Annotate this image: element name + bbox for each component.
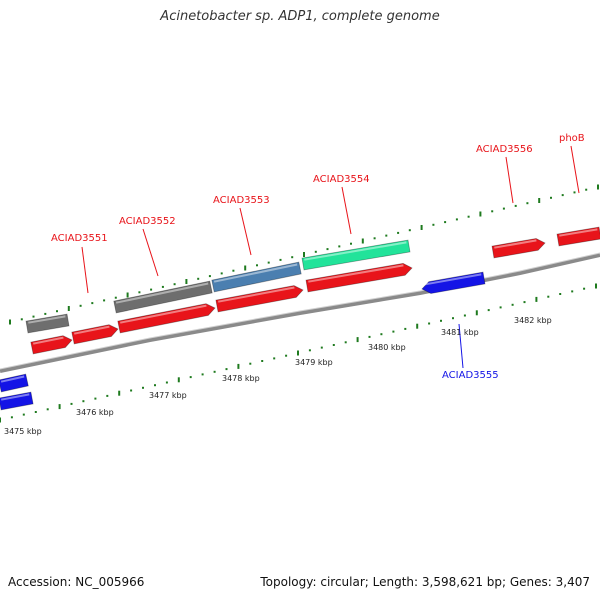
gene-arrow-forward-shine <box>308 264 404 283</box>
gene-arrow-forward-shine <box>33 336 64 345</box>
feature-steel-shine <box>213 263 298 283</box>
gene-label: phoB <box>559 133 585 144</box>
feature-gray-shine <box>115 282 209 304</box>
gene-arrow-reverse <box>421 271 486 294</box>
gene-label: ACIAD3556 <box>476 144 533 155</box>
tick-marks <box>0 184 599 423</box>
labels: 3475 kbp 3476 kbp 3477 kbp 3478 kbp 3479 kbp… <box>4 133 585 436</box>
scale-label: 3477 kbp <box>149 391 187 400</box>
feature-gray-shine <box>28 315 66 324</box>
scale-label: 3481 kbp <box>441 328 479 337</box>
gene-arrow-forward <box>305 262 413 293</box>
feature-steel <box>211 261 302 293</box>
feature-gray <box>25 313 70 334</box>
gene-label: ACIAD3554 <box>313 174 370 185</box>
gene-arrow-forward-shine <box>120 304 207 324</box>
feature-mint <box>301 239 411 271</box>
gene-arrow-forward-shine <box>494 239 537 249</box>
scale-label: 3475 kbp <box>4 427 42 436</box>
feature-mint-shine <box>304 241 407 261</box>
genome-title: Acinetobacter sp. ADP1, complete genome <box>160 9 440 24</box>
gene-arrow-reverse-shine <box>423 273 482 286</box>
gene-arrow-reverse <box>0 373 29 393</box>
features <box>0 226 600 411</box>
gene-arrow-forward <box>215 285 304 313</box>
gene-arrow-forward <box>117 303 216 334</box>
gene-arrow-forward <box>556 226 600 247</box>
gene-label: ACIAD3552 <box>119 216 176 227</box>
gene-arrow-forward <box>491 238 546 259</box>
leader-line <box>142 228 159 277</box>
scale-label: 3478 kbp <box>222 374 260 383</box>
gene-arrow-reverse-shine <box>0 375 25 383</box>
gene-label: ACIAD3553 <box>213 195 270 206</box>
leader-line <box>458 323 464 369</box>
gene-arrow-forward <box>30 335 73 355</box>
backbone-line <box>0 253 600 373</box>
gene-arrow-reverse-shine <box>1 393 30 401</box>
leader-line <box>505 156 514 204</box>
leader-line <box>341 186 352 235</box>
genome-summary: Topology: circular; Length: 3,598,621 bp… <box>260 575 590 589</box>
scale-label: 3482 kbp <box>514 316 552 325</box>
scale-label: 3480 kbp <box>368 343 406 352</box>
scale-label: 3476 kbp <box>76 408 114 417</box>
gene-arrow-forward-shine <box>74 325 110 335</box>
gene-arrow-forward-shine <box>218 286 295 303</box>
leader-line <box>570 145 580 194</box>
gene-label: ACIAD3551 <box>51 233 108 244</box>
gene-arrow-reverse <box>0 391 34 411</box>
leader-line <box>81 246 89 294</box>
genome-backbone <box>0 252 600 373</box>
feature-gray <box>113 280 213 314</box>
gene-arrow-forward-shine <box>559 228 598 237</box>
leader-line <box>239 207 252 256</box>
gene-arrow-forward <box>71 324 119 345</box>
gene-label: ACIAD3555 <box>442 370 499 381</box>
accession-label: Accession: NC_005966 <box>8 575 145 589</box>
backbone-highlight <box>0 252 600 370</box>
scale-label: 3479 kbp <box>295 358 333 367</box>
label-leaders <box>81 145 580 369</box>
